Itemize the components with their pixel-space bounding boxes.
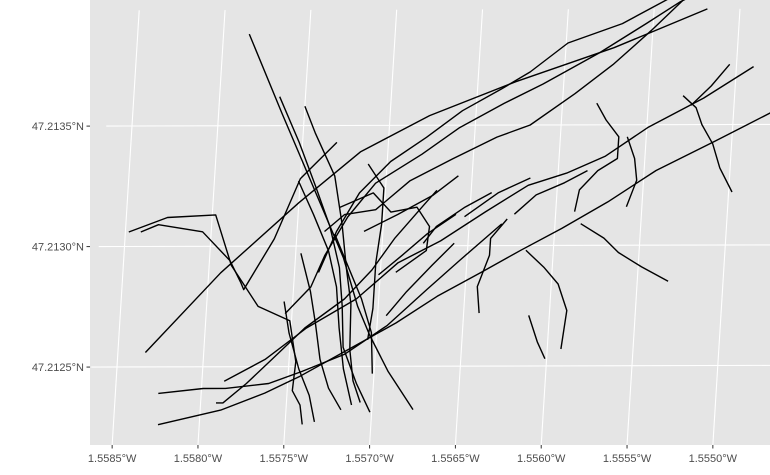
- x-tick-label: 1.5570°W: [345, 453, 394, 465]
- track-line: [300, 253, 342, 411]
- track-line: [279, 96, 371, 413]
- track-line: [366, 163, 385, 341]
- track-line: [334, 233, 373, 374]
- track-line: [223, 66, 754, 382]
- meridian-line: [111, 10, 140, 447]
- track-line: [363, 175, 459, 233]
- track-line: [140, 141, 338, 291]
- meridian-line: [540, 9, 569, 446]
- meridian-line: [368, 9, 398, 446]
- x-tick-label: 1.5550°W: [689, 453, 738, 465]
- track-lines: [128, 0, 770, 426]
- x-tick-label: 1.5565°W: [431, 453, 480, 465]
- y-tick-label: 47.2125°N: [32, 362, 84, 374]
- x-tick-label: 1.5555°W: [603, 453, 652, 465]
- parallel-line: [91, 364, 770, 368]
- track-line: [513, 169, 588, 215]
- y-tick-label: 47.2130°N: [32, 242, 84, 254]
- track-line: [339, 192, 431, 273]
- track-line: [464, 177, 531, 218]
- track-line: [385, 242, 455, 317]
- meridian-line: [712, 8, 741, 446]
- track-line: [378, 213, 457, 276]
- track-line: [580, 223, 669, 282]
- track-line: [284, 0, 686, 315]
- track-line: [625, 136, 638, 207]
- track-line: [690, 63, 731, 106]
- x-tick-label: 1.5580°W: [174, 453, 223, 465]
- graticule-grid: [91, 8, 770, 447]
- x-tick-label: 1.5585°W: [88, 453, 137, 465]
- meridian-line: [454, 9, 484, 446]
- y-tick-label: 47.2135°N: [32, 121, 84, 133]
- track-line: [297, 180, 353, 406]
- meridian-line: [197, 10, 226, 447]
- meridian-line: [283, 9, 312, 447]
- track-line: [528, 315, 546, 359]
- x-tick-label: 1.5560°W: [517, 453, 566, 465]
- track-line: [682, 95, 733, 193]
- y-axis: 47.2125°N 47.2130°N 47.2135°N: [32, 121, 90, 374]
- track-line: [216, 189, 438, 404]
- track-line: [248, 33, 414, 410]
- track-line: [525, 249, 568, 350]
- parallel-line: [106, 123, 770, 127]
- panel-background: [90, 0, 770, 445]
- track-line: [157, 112, 770, 426]
- track-line: [573, 102, 620, 212]
- parallel-line: [98, 244, 770, 248]
- meridian-line: [626, 9, 655, 446]
- track-line: [476, 218, 508, 314]
- track-line: [317, 0, 668, 273]
- track-line: [422, 191, 493, 244]
- track-line: [283, 301, 316, 423]
- x-tick-label: 1.5575°W: [260, 453, 309, 465]
- track-line: [324, 0, 685, 233]
- x-axis: 1.5585°W 1.5580°W 1.5575°W 1.5570°W 1.5565°W…: [88, 445, 738, 465]
- track-line: [128, 214, 303, 425]
